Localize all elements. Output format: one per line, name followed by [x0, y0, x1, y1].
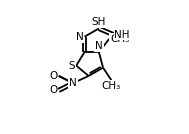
Text: NH: NH [114, 30, 130, 40]
Text: O: O [49, 85, 58, 95]
Text: O: O [49, 71, 58, 81]
Text: S: S [69, 61, 75, 71]
Text: N: N [69, 78, 77, 88]
Text: CH₃: CH₃ [110, 34, 129, 44]
Text: N: N [76, 32, 84, 42]
Text: SH: SH [92, 17, 106, 27]
Text: N: N [95, 41, 103, 51]
Text: CH₃: CH₃ [102, 81, 121, 91]
